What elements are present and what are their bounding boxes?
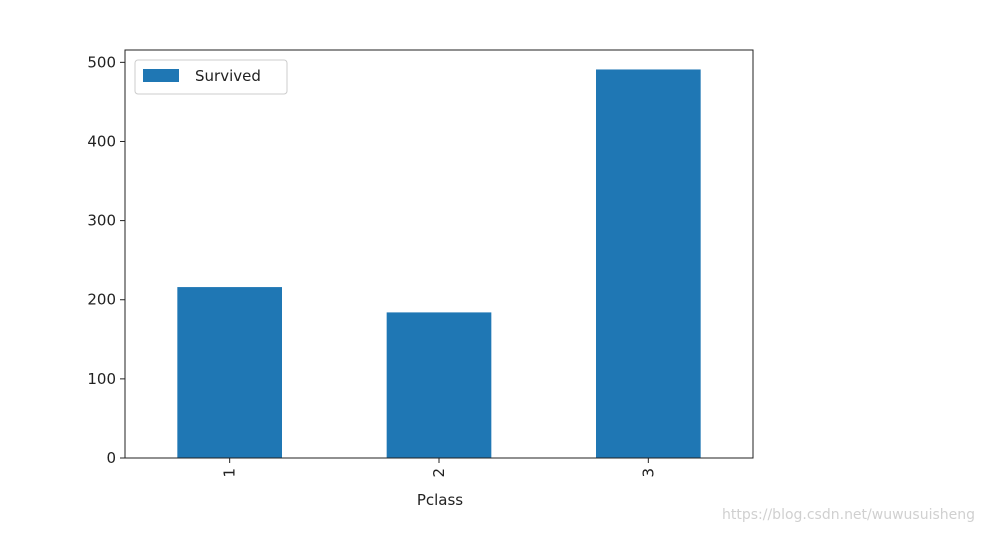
y-tick-label: 0 — [106, 449, 116, 467]
y-tick-label: 300 — [87, 212, 116, 230]
plot-frame — [124, 49, 754, 459]
y-tick-label: 400 — [87, 132, 116, 150]
watermark: https://blog.csdn.net/wuwusuisheng — [722, 507, 975, 523]
x-tick-label: 2 — [430, 468, 448, 478]
legend-swatch — [143, 69, 179, 82]
y-tick-label: 100 — [87, 370, 116, 388]
bar — [177, 287, 282, 458]
bar — [386, 312, 492, 458]
y-tick-label: 200 — [87, 291, 116, 309]
bar — [596, 69, 701, 459]
x-tick-label: 3 — [639, 468, 657, 478]
legend-label: Survived — [195, 67, 261, 85]
x-tick-label: 1 — [221, 468, 239, 478]
y-tick-label: 500 — [87, 53, 116, 71]
legend-box — [134, 59, 288, 95]
x-axis-label: Pclass — [417, 491, 463, 509]
